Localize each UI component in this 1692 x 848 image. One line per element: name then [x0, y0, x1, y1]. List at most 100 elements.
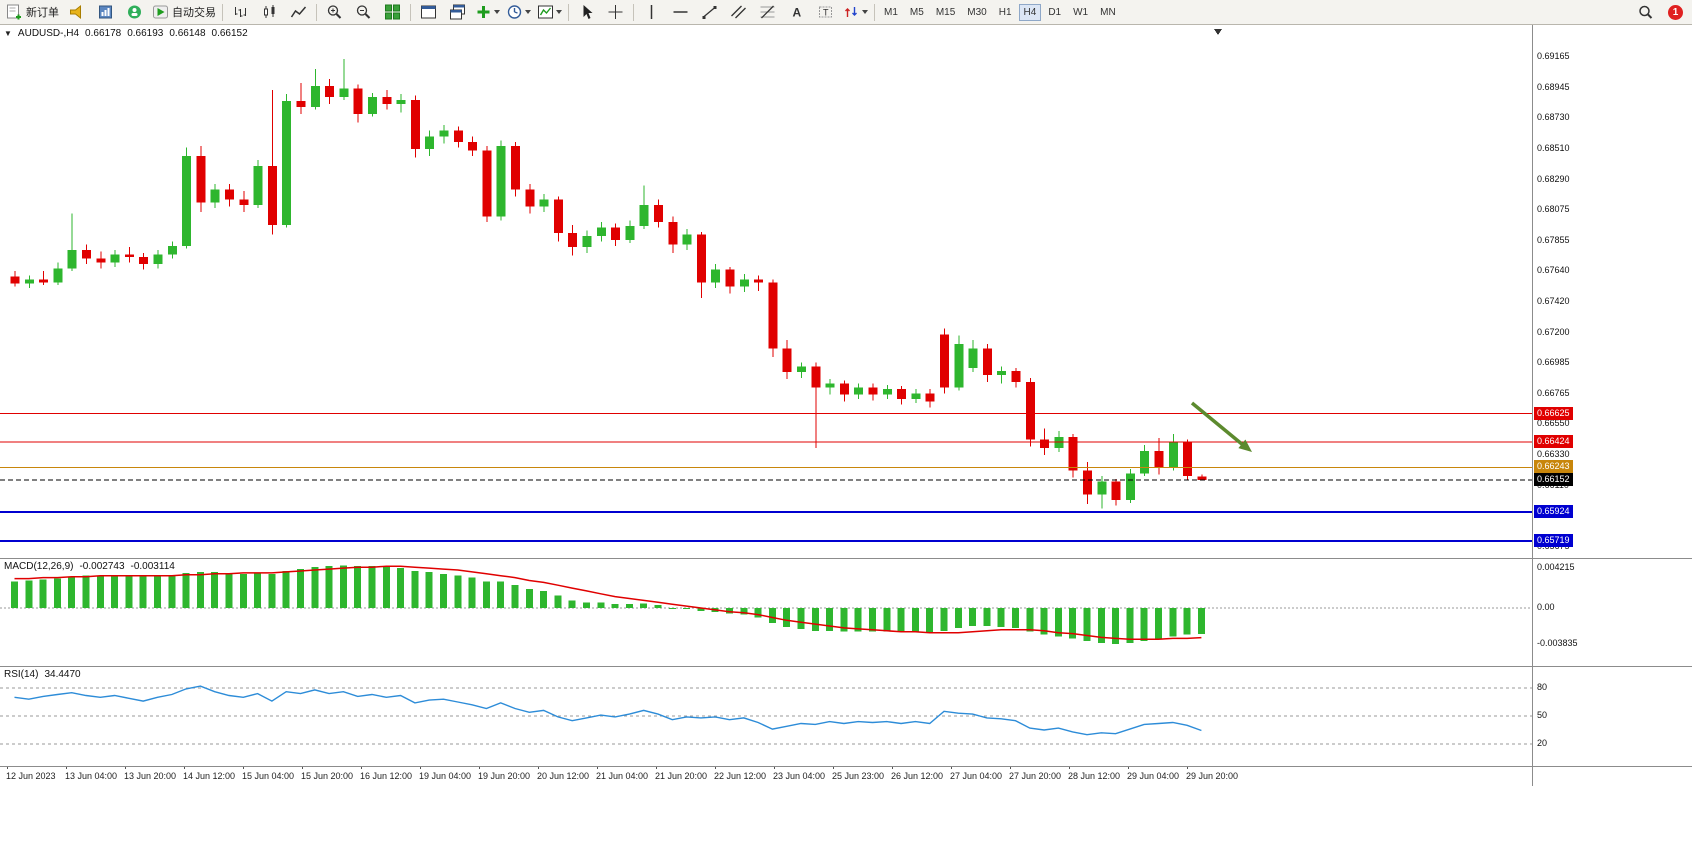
time-label: 23 Jun 04:00	[773, 771, 826, 781]
timeframe-m15-button[interactable]: M15	[931, 4, 960, 21]
horizontal-line-tool-button[interactable]	[666, 1, 695, 24]
arrows-tool-button[interactable]	[840, 1, 871, 24]
text-a-icon: A	[788, 4, 805, 20]
toolbar-separator	[410, 3, 411, 21]
cursor-button[interactable]	[572, 1, 601, 24]
indicators-button[interactable]	[472, 1, 503, 24]
rsi-scale-label: 20	[1537, 738, 1548, 748]
rsi-value: 34.4470	[44, 669, 81, 680]
market-button[interactable]	[91, 1, 120, 24]
time-axis[interactable]: 12 Jun 2023 13 Jun 04:00 13 Jun 20:00 14 Ju…	[0, 766, 1532, 786]
timeframe-h4-button[interactable]: H4	[1018, 3, 1042, 21]
timeframe-m5-button[interactable]: M5	[905, 4, 929, 21]
zoom-in-button[interactable]	[320, 1, 349, 24]
timeframe-w1-button[interactable]: W1	[1068, 4, 1093, 21]
candlestick-chart-button[interactable]	[255, 1, 284, 24]
price-tick-label: 0.67855	[1537, 234, 1570, 245]
trendline-icon	[701, 4, 718, 20]
time-label: 27 Jun 20:00	[1009, 771, 1062, 781]
timeframe-d1-button[interactable]: D1	[1043, 4, 1066, 21]
timeframe-mn-button[interactable]: MN	[1095, 4, 1121, 21]
text-tool-button[interactable]: A	[782, 1, 811, 24]
autotrade-button[interactable]: 自动交易	[149, 1, 219, 24]
time-label: 14 Jun 12:00	[183, 771, 236, 781]
time-label: 21 Jun 20:00	[655, 771, 708, 781]
time-axis-tick	[125, 766, 126, 769]
time-label: 22 Jun 12:00	[714, 771, 767, 781]
macd-signal-value: -0.003114	[130, 561, 175, 572]
fibonacci-tool-button[interactable]	[753, 1, 782, 24]
macd-scale-label: 0.00	[1537, 602, 1555, 612]
community-button[interactable]	[120, 1, 149, 24]
channel-tool-button[interactable]	[724, 1, 753, 24]
alerts-button[interactable]	[62, 1, 91, 24]
ohlc-low: 0.66148	[169, 28, 206, 39]
time-axis-tick	[361, 766, 362, 769]
panel-separator	[1533, 558, 1692, 559]
time-axis-tick	[1187, 766, 1188, 769]
price-level-tag: 0.66625	[1534, 406, 1573, 420]
chart-window: ▼ AUDUSD-,H4 0.66178 0.66193 0.66148 0.6…	[0, 25, 1692, 786]
new-chart-window-button[interactable]	[414, 1, 443, 24]
horn-icon	[68, 4, 85, 20]
panel-resize-handle[interactable]	[0, 766, 1532, 767]
timeframe-m1-button[interactable]: M1	[879, 4, 903, 21]
periods-button[interactable]	[503, 1, 534, 24]
time-axis-tick	[1128, 766, 1129, 769]
time-label: 29 Jun 20:00	[1186, 771, 1239, 781]
macd-indicator-name: MACD(12,26,9)	[4, 561, 74, 572]
autotrade-play-icon	[152, 4, 169, 20]
time-label: 19 Jun 04:00	[419, 771, 472, 781]
price-level-tag: 0.66243	[1534, 460, 1573, 474]
panel-resize-handle[interactable]	[0, 558, 1532, 559]
vertical-line-icon	[643, 4, 660, 20]
template-icon	[537, 4, 554, 20]
price-tick-label: 0.66330	[1537, 449, 1570, 460]
new-order-label: 新订单	[26, 7, 59, 19]
window-icon	[420, 4, 437, 20]
chevron-down-icon	[525, 10, 531, 14]
time-label: 28 Jun 12:00	[1068, 771, 1121, 781]
rsi-panel-svg[interactable]	[0, 666, 1532, 766]
panel-resize-handle[interactable]	[0, 666, 1532, 667]
crosshair-icon	[607, 4, 624, 20]
main-chart-svg[interactable]	[0, 25, 1532, 558]
scroll-marker-icon	[1214, 29, 1222, 35]
rsi-scale-label: 50	[1537, 710, 1548, 720]
vertical-line-tool-button[interactable]	[637, 1, 666, 24]
new-order-button[interactable]: 新订单	[3, 1, 62, 24]
line-chart-button[interactable]	[284, 1, 313, 24]
price-tick-label: 0.66765	[1537, 387, 1570, 398]
search-button[interactable]	[1631, 1, 1660, 24]
macd-scale-label: 0.004215	[1537, 561, 1575, 572]
bar-chart-button[interactable]	[226, 1, 255, 24]
price-tick-label: 0.68945	[1537, 81, 1570, 92]
cascade-windows-button[interactable]	[443, 1, 472, 24]
time-label: 16 Jun 12:00	[360, 771, 413, 781]
notification-badge[interactable]: 1	[1668, 4, 1683, 20]
timeframe-h1-button[interactable]: H1	[994, 4, 1017, 21]
indicators-plus-icon	[475, 4, 492, 20]
annotation-arrow	[1190, 401, 1252, 452]
zoom-out-button[interactable]	[349, 1, 378, 24]
text-label-tool-button[interactable]: T	[811, 1, 840, 24]
zoom-out-icon	[355, 4, 372, 20]
time-label: 26 Jun 12:00	[891, 771, 944, 781]
trendline-tool-button[interactable]	[695, 1, 724, 24]
tile-windows-button[interactable]	[378, 1, 407, 24]
channel-icon	[730, 4, 747, 20]
price-tick-label: 0.68075	[1537, 204, 1570, 215]
time-axis-tick	[420, 766, 421, 769]
crosshair-button[interactable]	[601, 1, 630, 24]
clock-icon	[506, 4, 523, 20]
macd-panel-svg[interactable]	[0, 558, 1532, 666]
price-axis[interactable]: 0.69165 0.68945 0.68730 0.68510 0.68290 0.680…	[1532, 25, 1692, 786]
chevron-down-icon	[862, 10, 868, 14]
timeframe-m30-button[interactable]: M30	[962, 4, 991, 21]
toolbar: 新订单 自动交易 A T M1 M5 M15 M30 H1 H4 D1 W1 M…	[0, 0, 1692, 25]
templates-button[interactable]	[534, 1, 565, 24]
market-icon	[97, 4, 114, 20]
time-axis-tick	[1010, 766, 1011, 769]
one-click-trading-toggle[interactable]: ▼	[4, 29, 12, 38]
time-label: 12 Jun 2023	[6, 771, 56, 781]
